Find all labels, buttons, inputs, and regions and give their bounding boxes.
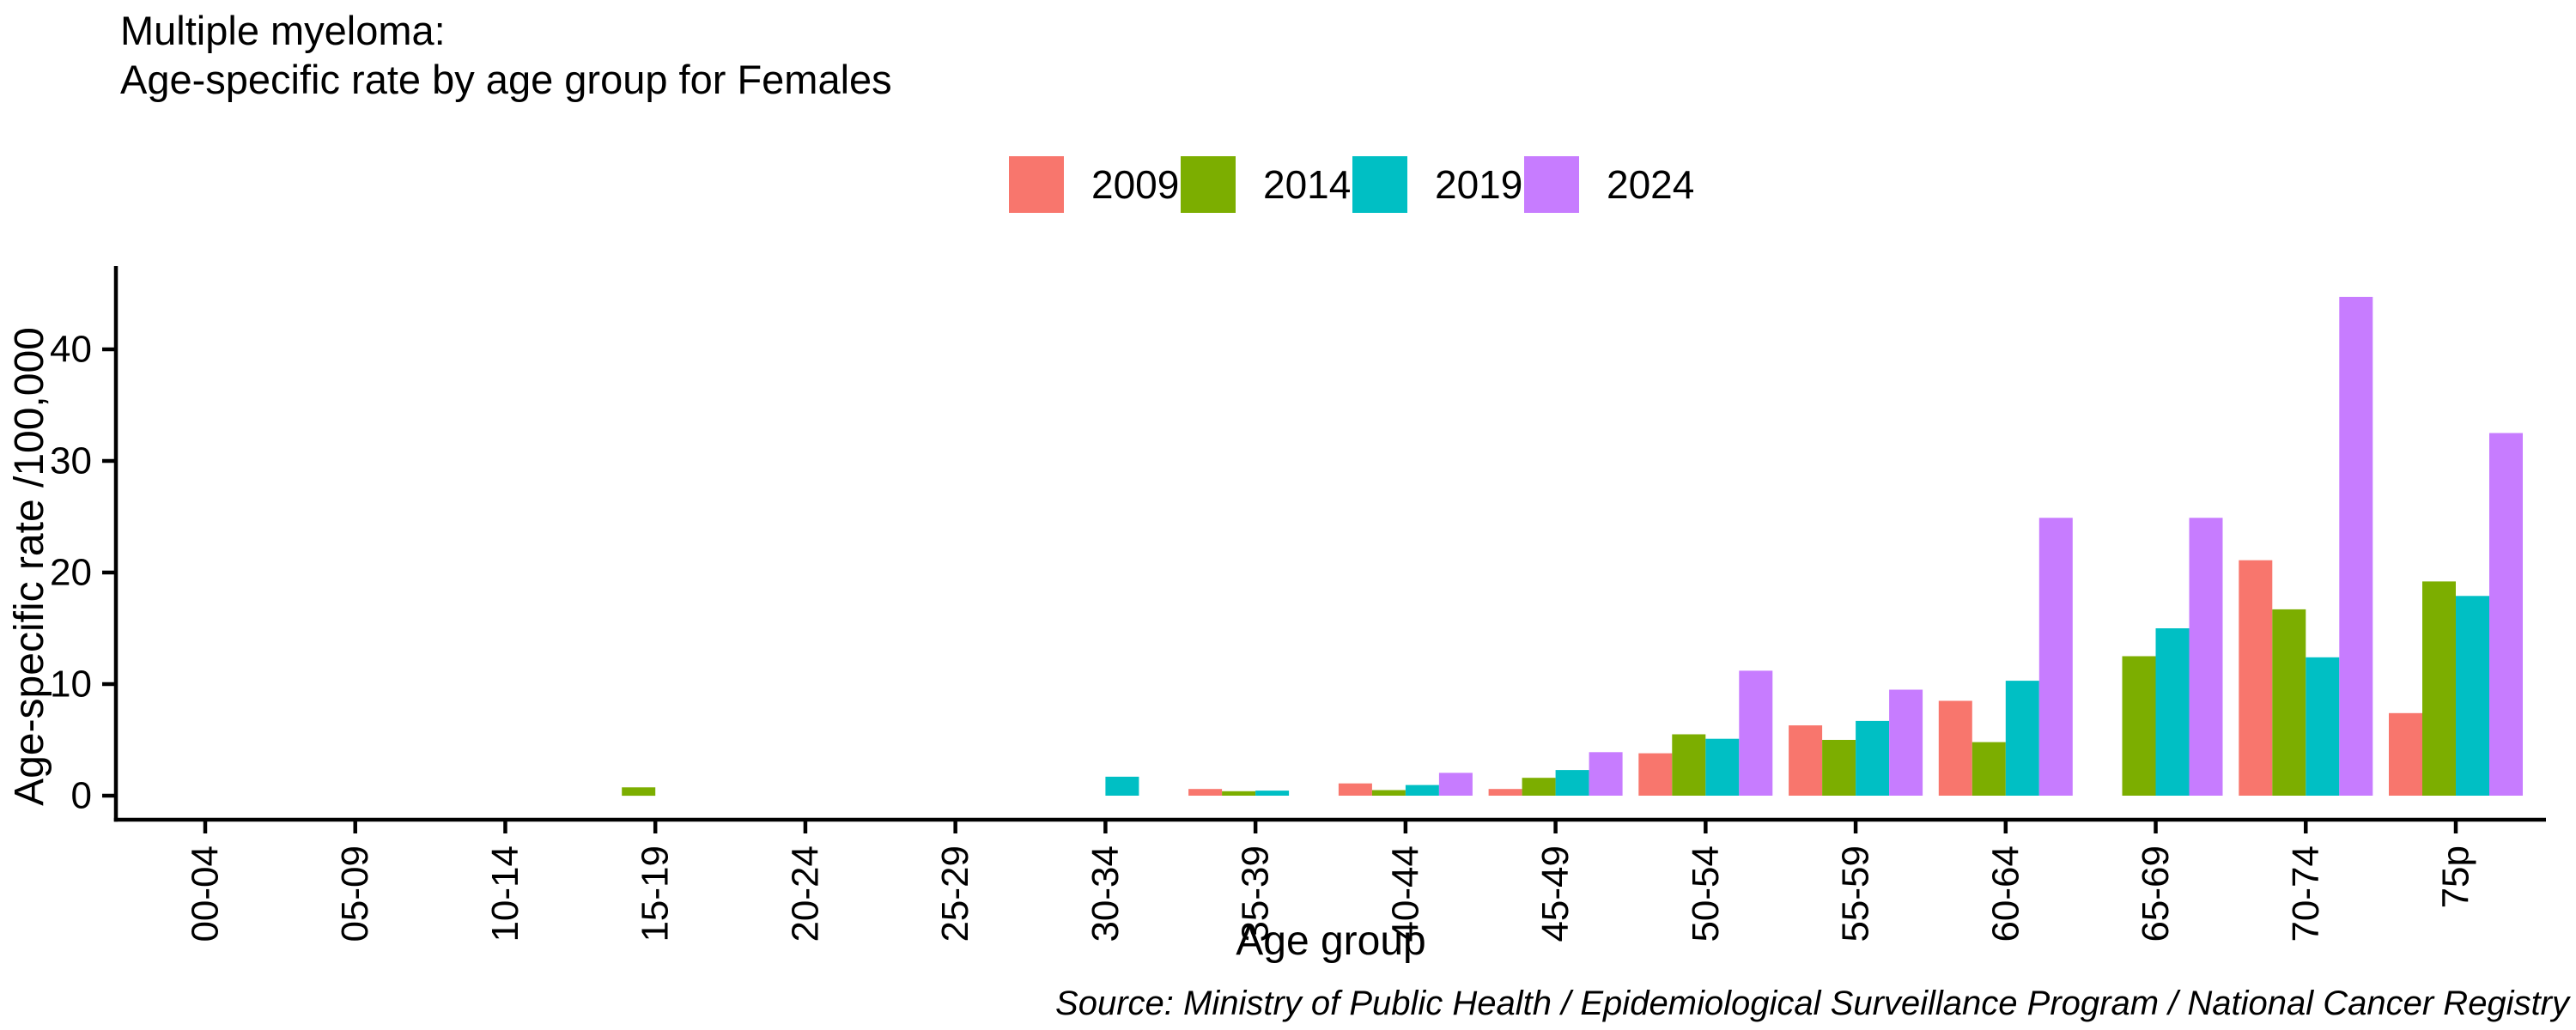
bar-2009-75p (2389, 712, 2422, 796)
x-tick-label-10-14: 10-14 (484, 845, 526, 942)
bar-2019-75p (2456, 596, 2489, 796)
chart-title-line1: Multiple myeloma: (120, 8, 446, 53)
bar-2019-50-54 (1705, 738, 1740, 796)
bar-2014-35-39 (1222, 791, 1256, 796)
legend-swatch-2024 (1524, 156, 1579, 213)
bar-2014-50-54 (1672, 734, 1706, 796)
bar-2024-70-74 (2339, 296, 2373, 796)
x-tick-label-65-69: 65-69 (2135, 845, 2177, 942)
legend-label-2009: 2009 (1091, 162, 1179, 207)
bar-2009-40-44 (1338, 783, 1372, 796)
bar-2019-70-74 (2306, 657, 2340, 796)
legend-swatch-2014 (1181, 156, 1236, 213)
bar-2009-45-49 (1488, 789, 1522, 796)
bar-2019-40-44 (1405, 785, 1439, 796)
bar-2014-60-64 (1971, 742, 2006, 796)
bar-2019-30-34 (1105, 776, 1139, 796)
bar-2019-60-64 (2005, 681, 2039, 796)
y-tick-label-10: 10 (50, 663, 92, 706)
x-tick-label-45-49: 45-49 (1534, 845, 1577, 942)
x-tick-label-00-04: 00-04 (185, 845, 227, 942)
bar-2009-60-64 (1938, 700, 1972, 796)
source-text: Source: Ministry of Public Health / Epid… (1055, 985, 2572, 1022)
legend-swatch-2009 (1009, 156, 1064, 213)
bar-2024-60-64 (2038, 518, 2073, 796)
bar-2024-75p (2489, 433, 2523, 796)
bar-2014-70-74 (2272, 609, 2306, 796)
x-tick-label-50-54: 50-54 (1685, 845, 1727, 942)
bars-layer (622, 296, 2523, 797)
bar-2019-45-49 (1555, 770, 1589, 796)
bar-2009-35-39 (1188, 789, 1223, 796)
x-tick-label-25-29: 25-29 (934, 845, 976, 942)
bar-2019-35-39 (1255, 791, 1290, 796)
x-tick-label-30-34: 30-34 (1084, 845, 1127, 942)
legend-label-2014: 2014 (1263, 162, 1351, 207)
bar-2019-65-69 (2155, 628, 2190, 796)
bar-2024-45-49 (1589, 752, 1623, 796)
x-tick-label-15-19: 15-19 (635, 845, 677, 942)
y-tick-label-0: 0 (71, 775, 92, 817)
bar-2024-65-69 (2189, 518, 2223, 796)
bar-2009-70-74 (2239, 560, 2273, 796)
axes-layer: 0 10 20 30 40 00-04 05-09 10-14 15-19 20-24 25-29 3… (50, 266, 2546, 942)
legend-swatch-2019 (1352, 156, 1407, 213)
bar-2014-75p (2422, 581, 2456, 796)
x-axis-title: Age group (1236, 918, 1426, 964)
bar-2024-50-54 (1739, 670, 1773, 796)
x-tick-label-75p: 75p (2435, 845, 2477, 908)
bar-2014-40-44 (1371, 790, 1406, 796)
y-tick-label-20: 20 (50, 552, 92, 594)
x-tick-label-35-39: 35-39 (1235, 845, 1277, 942)
y-tick-label-30: 30 (50, 440, 92, 482)
x-tick-label-20-24: 20-24 (784, 845, 826, 942)
legend: 2009 2014 2019 2024 (1009, 156, 1694, 213)
legend-label-2019: 2019 (1435, 162, 1522, 207)
bar-2009-55-59 (1789, 725, 1823, 796)
bar-2024-55-59 (1889, 689, 1923, 796)
chart-title-line2: Age-specific rate by age group for Femal… (120, 57, 892, 102)
bar-2014-65-69 (2122, 656, 2156, 796)
x-tick-label-70-74: 70-74 (2285, 845, 2327, 942)
bar-2014-55-59 (1822, 740, 1856, 796)
y-tick-label-40: 40 (50, 329, 92, 371)
bar-2014-45-49 (1522, 778, 1556, 796)
bar-2009-50-54 (1638, 753, 1673, 796)
legend-label-2024: 2024 (1607, 162, 1694, 207)
x-tick-label-60-64: 60-64 (1984, 845, 2026, 942)
bar-2019-55-59 (1856, 720, 1890, 796)
bar-2014-15-19 (622, 787, 656, 797)
y-axis-title: Age-specific rate /100,000 (7, 327, 52, 806)
x-tick-label-05-09: 05-09 (334, 845, 376, 942)
x-tick-label-40-44: 40-44 (1384, 845, 1426, 942)
bar-2024-40-44 (1438, 772, 1473, 796)
x-tick-label-55-59: 55-59 (1835, 845, 1877, 942)
